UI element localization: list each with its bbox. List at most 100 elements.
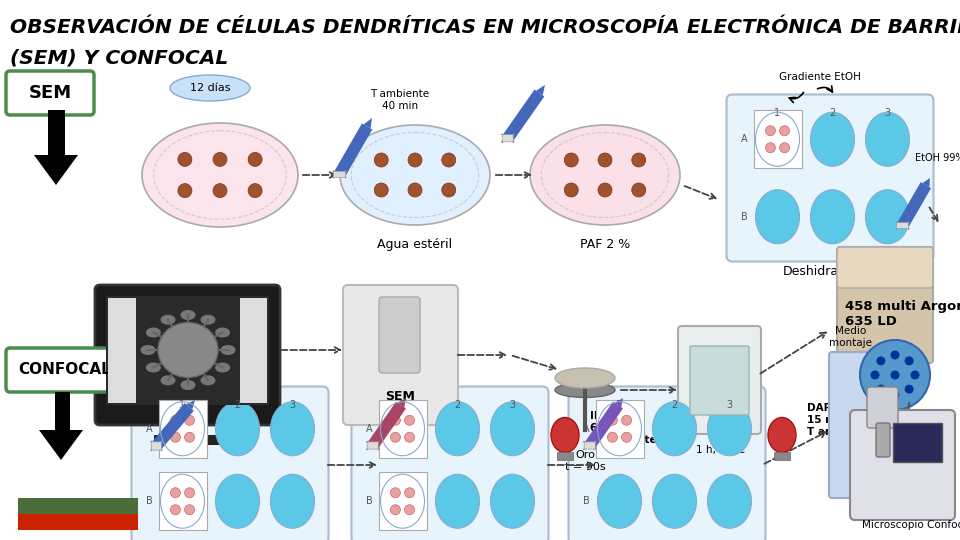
Ellipse shape	[891, 390, 900, 400]
FancyBboxPatch shape	[850, 410, 955, 520]
FancyBboxPatch shape	[837, 247, 933, 363]
FancyBboxPatch shape	[332, 170, 347, 178]
Text: 458 multi Argon
635 LD: 458 multi Argon 635 LD	[845, 300, 960, 328]
Polygon shape	[923, 178, 930, 187]
FancyBboxPatch shape	[240, 298, 267, 403]
Ellipse shape	[271, 402, 315, 456]
Ellipse shape	[404, 432, 415, 442]
Text: 2: 2	[671, 400, 678, 409]
Polygon shape	[368, 402, 406, 449]
Ellipse shape	[632, 183, 646, 197]
FancyBboxPatch shape	[583, 441, 596, 450]
Ellipse shape	[404, 488, 415, 498]
Text: Deshidratación: Deshidratación	[782, 265, 877, 278]
Ellipse shape	[551, 417, 579, 453]
FancyBboxPatch shape	[595, 400, 643, 458]
Text: A: A	[366, 424, 372, 434]
Ellipse shape	[810, 190, 854, 244]
Ellipse shape	[215, 362, 230, 373]
Ellipse shape	[271, 474, 315, 528]
Text: T ambiente
40 min: T ambiente 40 min	[371, 89, 429, 111]
Polygon shape	[152, 403, 194, 450]
Ellipse shape	[213, 184, 227, 198]
FancyBboxPatch shape	[6, 348, 124, 392]
Ellipse shape	[442, 183, 456, 197]
Text: Microscopio Confocal: Microscopio Confocal	[862, 520, 960, 530]
Ellipse shape	[598, 153, 612, 167]
Ellipse shape	[184, 488, 195, 498]
FancyBboxPatch shape	[774, 452, 790, 460]
Ellipse shape	[608, 415, 617, 426]
Text: (SEM) Y CONFOCAL: (SEM) Y CONFOCAL	[10, 48, 228, 67]
FancyBboxPatch shape	[154, 435, 221, 445]
FancyBboxPatch shape	[876, 423, 890, 457]
Ellipse shape	[184, 415, 195, 426]
Ellipse shape	[632, 153, 646, 167]
Ellipse shape	[780, 126, 789, 136]
Ellipse shape	[876, 384, 885, 394]
FancyBboxPatch shape	[158, 472, 206, 530]
FancyBboxPatch shape	[173, 420, 203, 438]
FancyBboxPatch shape	[378, 472, 426, 530]
Polygon shape	[503, 90, 544, 141]
Text: 1: 1	[399, 400, 405, 409]
Ellipse shape	[768, 417, 796, 453]
FancyBboxPatch shape	[151, 441, 162, 451]
FancyBboxPatch shape	[108, 298, 136, 403]
Text: Secado: Secado	[862, 370, 908, 383]
Ellipse shape	[171, 415, 180, 426]
Ellipse shape	[756, 190, 800, 244]
Ellipse shape	[201, 315, 215, 325]
Ellipse shape	[653, 474, 697, 528]
FancyBboxPatch shape	[557, 452, 573, 460]
FancyBboxPatch shape	[501, 134, 515, 143]
Ellipse shape	[171, 505, 180, 515]
Ellipse shape	[442, 153, 456, 167]
Ellipse shape	[866, 112, 909, 166]
Text: 1: 1	[616, 400, 623, 409]
Ellipse shape	[436, 474, 479, 528]
Ellipse shape	[708, 474, 752, 528]
Ellipse shape	[340, 125, 490, 225]
Ellipse shape	[708, 402, 752, 456]
Polygon shape	[34, 110, 78, 185]
Ellipse shape	[184, 432, 195, 442]
Text: DAPI
15 min
T ambiente: DAPI 15 min T ambiente	[807, 403, 874, 437]
FancyBboxPatch shape	[690, 346, 749, 415]
Ellipse shape	[248, 152, 262, 166]
Ellipse shape	[171, 488, 180, 498]
Ellipse shape	[555, 368, 615, 388]
Text: B: B	[741, 212, 748, 222]
Ellipse shape	[491, 474, 535, 528]
FancyBboxPatch shape	[678, 326, 761, 434]
FancyBboxPatch shape	[158, 400, 206, 458]
Ellipse shape	[904, 384, 914, 394]
Polygon shape	[186, 400, 195, 409]
Text: PAF 2 %: PAF 2 %	[580, 238, 630, 251]
Ellipse shape	[213, 152, 227, 166]
Ellipse shape	[215, 327, 230, 338]
Ellipse shape	[374, 153, 388, 167]
FancyBboxPatch shape	[727, 94, 933, 261]
Ellipse shape	[876, 356, 885, 366]
Text: B: B	[583, 496, 589, 507]
Ellipse shape	[391, 432, 400, 442]
Ellipse shape	[160, 375, 176, 386]
Text: A: A	[741, 134, 748, 144]
Ellipse shape	[564, 183, 578, 197]
Ellipse shape	[374, 183, 388, 197]
FancyBboxPatch shape	[379, 297, 420, 373]
Text: 3: 3	[289, 400, 296, 409]
Text: Medio
montaje: Medio montaje	[829, 326, 873, 348]
FancyBboxPatch shape	[95, 285, 280, 425]
Ellipse shape	[436, 402, 479, 456]
Ellipse shape	[780, 143, 789, 153]
Text: OBSERVACIÓN DE CÉLULAS DENDRÍTICAS EN MICROSCOPÍA ELECTRÓNICA DE BARRIDO: OBSERVACIÓN DE CÉLULAS DENDRÍTICAS EN MI…	[10, 18, 960, 37]
Text: 2: 2	[234, 400, 241, 409]
Ellipse shape	[180, 310, 196, 320]
Ellipse shape	[871, 370, 879, 380]
Ellipse shape	[597, 474, 641, 528]
Ellipse shape	[404, 415, 415, 426]
Ellipse shape	[391, 488, 400, 498]
Text: 12 días: 12 días	[190, 83, 230, 93]
